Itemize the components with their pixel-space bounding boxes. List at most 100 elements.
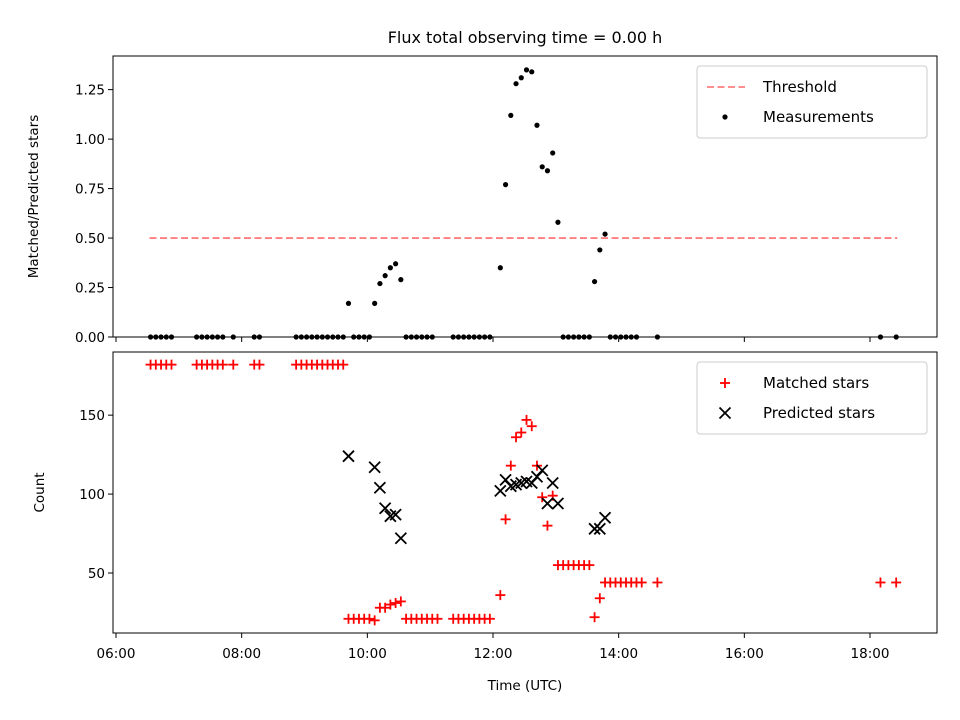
data-point [523, 67, 530, 73]
data-point [364, 613, 375, 624]
data-point [199, 334, 205, 340]
data-point [217, 359, 228, 370]
x-tick-label: 16:00 [725, 646, 764, 662]
bottom-plot-frame [112, 351, 938, 634]
data-point [228, 359, 239, 370]
data-point [419, 334, 425, 340]
data-point [251, 334, 257, 340]
data-point [597, 247, 603, 253]
chart-title: Flux total observing time = 0.00 h [388, 28, 663, 47]
data-point [424, 334, 430, 340]
data-point [633, 334, 640, 340]
top-legend: Threshold Measurements [696, 65, 928, 139]
data-point [550, 150, 556, 156]
data-point [153, 334, 159, 340]
data-point [513, 81, 519, 87]
top-x-ticks [115, 337, 871, 342]
data-point [403, 334, 409, 340]
data-point [542, 520, 553, 531]
data-point [330, 334, 336, 340]
legend-label: Measurements [763, 108, 874, 126]
data-point [382, 273, 388, 279]
data-point [393, 261, 399, 267]
legend-box [696, 65, 928, 139]
data-point [591, 278, 598, 285]
data-point [581, 334, 587, 340]
data-point [309, 334, 315, 340]
data-point [529, 69, 535, 75]
data-point [256, 334, 263, 340]
data-point [598, 511, 612, 524]
data-point [303, 334, 310, 340]
data-point [589, 612, 600, 623]
data-point [380, 602, 391, 613]
data-point [147, 334, 154, 340]
data-point [395, 596, 406, 607]
data-point [361, 334, 367, 340]
top-y-axis-label: Matched/Predicted stars [26, 115, 42, 278]
data-point [194, 334, 200, 340]
data-point [618, 334, 624, 340]
top-panel: Flux total observing time = 0.00 h Match… [26, 28, 938, 346]
data-point [366, 334, 373, 340]
x-tick-label: 14:00 [599, 646, 638, 662]
data-point [546, 476, 559, 490]
y-tick-label: 100 [79, 487, 105, 503]
data-point [413, 334, 420, 340]
top-plot-frame [112, 55, 938, 338]
data-point [511, 432, 522, 443]
data-point [476, 334, 482, 340]
x-tick-label: 12:00 [474, 646, 513, 662]
data-point [369, 615, 380, 626]
data-point [368, 461, 381, 474]
top-marks [147, 67, 899, 340]
x-tick-label: 10:00 [348, 646, 387, 662]
data-point [526, 421, 537, 432]
bottom-panel: Count Time (UTC) 50 100 150 06:00 08:00 10:0… [32, 351, 938, 694]
data-point [612, 334, 619, 340]
data-point [450, 334, 456, 340]
data-point [877, 334, 884, 340]
data-point [158, 334, 164, 340]
data-point [372, 300, 378, 306]
legend-box [696, 361, 928, 435]
data-point [502, 182, 509, 188]
y-tick-label: 1.00 [75, 132, 105, 148]
data-point [319, 334, 325, 340]
y-tick-label: 150 [79, 408, 105, 424]
data-point [584, 560, 595, 571]
data-point [652, 577, 663, 588]
data-point [455, 334, 462, 340]
data-point [534, 122, 540, 128]
data-point [168, 334, 175, 340]
data-point [335, 334, 341, 340]
series-measurements [147, 67, 899, 340]
data-point [495, 590, 506, 601]
data-point [298, 334, 304, 340]
y-tick-label: 0.00 [75, 330, 105, 346]
data-point [551, 497, 565, 510]
data-point [351, 334, 357, 340]
data-point [220, 334, 226, 340]
data-point [230, 334, 236, 340]
data-point [356, 334, 362, 340]
data-point [378, 502, 392, 515]
data-point [394, 532, 407, 545]
data-point [636, 577, 647, 588]
x-tick-label: 06:00 [97, 646, 136, 662]
data-point [466, 334, 472, 340]
data-point [314, 334, 320, 340]
bottom-y-ticks: 50 100 150 [79, 408, 113, 582]
data-point [461, 334, 467, 340]
y-tick-label: 0.50 [75, 231, 105, 247]
data-point [722, 114, 728, 120]
data-point [518, 75, 524, 81]
data-point [654, 334, 661, 340]
data-point [408, 334, 414, 340]
data-point [484, 613, 495, 624]
y-tick-label: 1.25 [75, 83, 105, 99]
data-point [377, 280, 383, 287]
data-point [500, 514, 511, 525]
bottom-legend: Matched stars Predicted stars [696, 361, 928, 435]
data-point [163, 334, 169, 340]
